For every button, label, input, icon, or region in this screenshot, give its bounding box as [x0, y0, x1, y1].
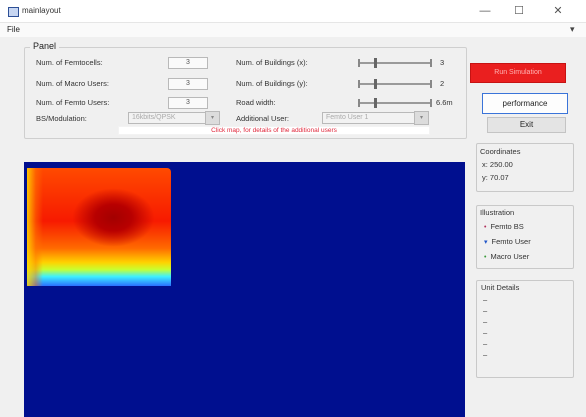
femtocells-field[interactable]: 3	[168, 57, 208, 69]
chevron-down-icon[interactable]: ▾	[205, 111, 220, 125]
legend-item-femto-user: ▾ Femto User	[484, 237, 531, 246]
app-icon	[8, 7, 19, 17]
modulation-select[interactable]: 16kbits/QPSK	[128, 112, 207, 124]
close-button[interactable]: ✕	[553, 5, 563, 17]
unit-detail-line: –	[483, 295, 488, 304]
coordinate-y: y: 70.07	[482, 173, 509, 182]
unit-detail-line: –	[483, 317, 488, 326]
chevron-down-icon[interactable]: ▾	[414, 111, 429, 125]
signal-heatmap	[27, 168, 171, 286]
illustration-title: Illustration	[480, 208, 515, 217]
title-bar	[0, 0, 586, 23]
hint-text: Click map, for details of the additional…	[118, 126, 430, 135]
buildings-y-label: Num. of Buildings (y):	[236, 79, 308, 88]
coordinates-group	[476, 143, 574, 192]
chevron-down-icon[interactable]: ▾	[570, 24, 575, 34]
unit-detail-line: –	[483, 306, 488, 315]
heatmap-edge	[27, 168, 43, 286]
maximize-button[interactable]: ☐	[514, 5, 524, 17]
coordinates-title: Coordinates	[480, 147, 521, 156]
minimize-button[interactable]: —	[479, 5, 491, 17]
buildings-y-slider[interactable]	[358, 79, 432, 89]
buildings-x-value: 3	[440, 58, 445, 67]
macro-users-field[interactable]: 3	[168, 78, 208, 90]
panel-title: Panel	[30, 41, 60, 51]
coordinate-x: x: 250.00	[482, 160, 513, 169]
menu-file[interactable]: File	[7, 25, 20, 34]
additional-user-select[interactable]: Femto User 1	[322, 112, 416, 124]
illustration-group	[476, 205, 574, 269]
run-button[interactable]: Run Simulation	[470, 63, 566, 83]
macro-user-marker-icon: •	[484, 254, 487, 261]
macro-users-label: Num. of Macro Users:	[36, 79, 109, 88]
unit-detail-line: –	[483, 350, 488, 359]
femto-bs-marker-icon: •	[484, 224, 487, 231]
road-width-label: Road width:	[236, 98, 276, 107]
menu-bar	[0, 23, 586, 37]
road-width-value: 6.6m	[436, 98, 453, 107]
unit-detail-line: –	[483, 339, 488, 348]
legend-item-macro-user: • Macro User	[484, 252, 530, 261]
exit-button[interactable]: Exit	[487, 117, 566, 133]
unit-details-title: Unit Details	[481, 283, 520, 292]
road-width-slider[interactable]	[358, 98, 432, 108]
unit-detail-line: –	[483, 328, 488, 337]
femto-users-label: Num. of Femto Users:	[36, 98, 110, 107]
buildings-y-value: 2	[440, 79, 445, 88]
femtocells-label: Num. of Femtocells:	[36, 58, 103, 67]
window-title: mainlayout	[22, 6, 61, 15]
performance-button[interactable]: performance	[482, 93, 568, 114]
additional-user-label: Additional User:	[236, 114, 289, 123]
buildings-x-slider[interactable]	[358, 58, 432, 68]
settings-panel	[24, 47, 467, 139]
femto-users-field[interactable]: 3	[168, 97, 208, 109]
buildings-x-label: Num. of Buildings (x):	[236, 58, 308, 67]
modulation-label: BS/Modulation:	[36, 114, 87, 123]
unit-details-group	[476, 280, 574, 378]
femto-user-marker-icon: ▾	[484, 239, 488, 246]
legend-item-femto-bs: • Femto BS	[484, 222, 524, 231]
